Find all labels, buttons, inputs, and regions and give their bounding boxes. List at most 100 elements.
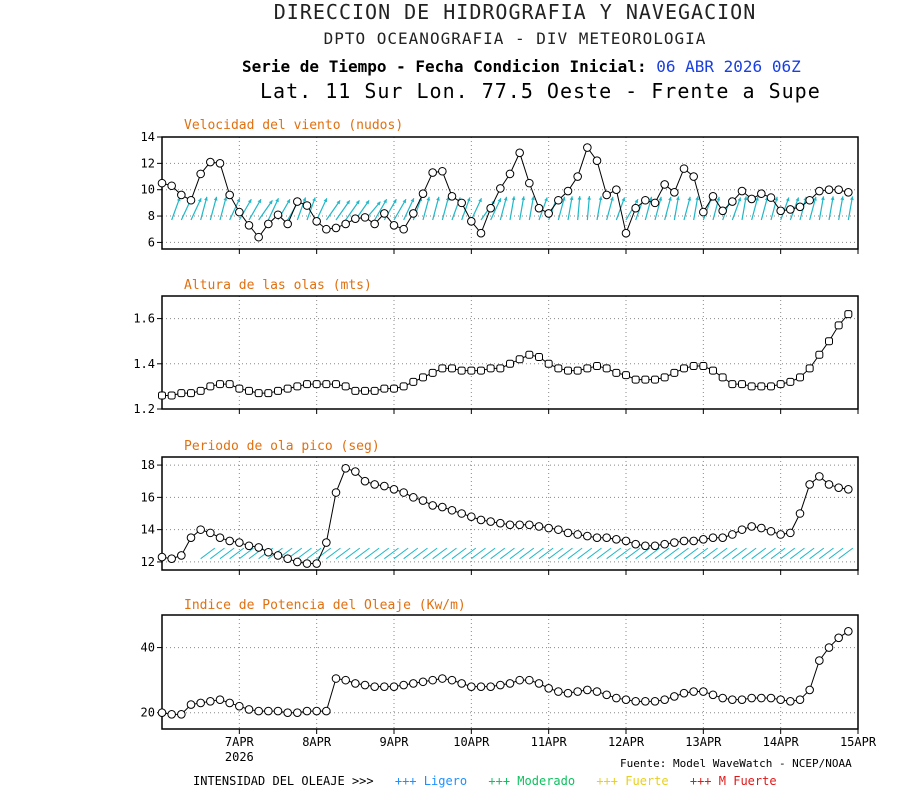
panel-frame — [161, 456, 859, 571]
wind-arrow-head — [795, 197, 800, 202]
swell-direction-mark — [239, 547, 254, 560]
swell-direction-mark — [635, 547, 651, 560]
swell-direction-mark — [819, 547, 834, 560]
data-point — [303, 380, 311, 389]
swell-direction-mark — [751, 547, 767, 560]
data-point — [380, 481, 389, 491]
data-point — [679, 164, 689, 173]
wind-arrow-head — [257, 199, 261, 204]
data-point — [322, 224, 331, 234]
source-note: Fuente: Model WaveWatch - NCEP/NOAA — [620, 757, 852, 770]
swell-direction-mark — [625, 547, 641, 560]
data-point — [718, 373, 727, 382]
data-point — [322, 380, 331, 389]
data-point — [747, 522, 756, 531]
wind-arrow-head — [830, 196, 835, 201]
wind-arrow-head — [383, 199, 387, 204]
swell-direction-mark — [442, 547, 457, 560]
data-point — [602, 364, 611, 373]
data-point — [244, 705, 254, 714]
data-point — [621, 695, 631, 704]
y-tick-label: 1.4 — [133, 357, 155, 371]
data-point — [651, 375, 659, 384]
data-point — [641, 195, 650, 205]
data-point — [786, 697, 795, 706]
x-tick-label: 15APR — [840, 735, 877, 749]
data-point — [815, 472, 824, 481]
data-point — [312, 706, 321, 716]
wind-arrow — [654, 196, 662, 221]
legend-text: Moderado — [517, 774, 576, 788]
data-point — [360, 213, 370, 222]
wind-arrow-head — [840, 196, 845, 201]
data-point — [699, 207, 708, 217]
wind-arrow — [470, 198, 483, 221]
data-point — [177, 190, 186, 200]
data-point — [515, 355, 524, 364]
wind-arrow — [490, 198, 502, 221]
swell-direction-mark — [335, 547, 351, 560]
swell-direction-mark — [519, 547, 535, 560]
data-point — [718, 206, 727, 216]
data-point — [535, 353, 543, 362]
data-point — [389, 220, 399, 230]
data-point — [399, 382, 408, 391]
data-point — [795, 695, 805, 704]
data-point — [274, 386, 282, 395]
wind-arrow-head — [850, 196, 854, 201]
legend-text: Fuerte — [625, 774, 669, 788]
wind-arrow — [693, 196, 699, 221]
wind-arrow-head — [521, 196, 526, 201]
data-point — [737, 186, 747, 196]
data-point — [505, 520, 515, 530]
data-point — [380, 682, 389, 691]
data-point — [757, 382, 766, 391]
data-point — [660, 539, 669, 549]
wind-arrow-head — [668, 196, 672, 201]
data-point — [157, 708, 167, 718]
data-point — [215, 533, 225, 543]
data-point — [708, 191, 718, 201]
wind-arrow-head — [268, 200, 273, 205]
page-title: DIRECCION DE HIDROGRAFIA Y NAVEGACION — [273, 0, 757, 24]
swell-direction-mark — [654, 547, 670, 560]
swell-direction-mark — [306, 547, 322, 560]
data-point — [467, 366, 476, 375]
swell-direction-mark — [355, 547, 370, 560]
data-point — [660, 373, 669, 382]
data-point — [380, 209, 389, 218]
data-point — [747, 194, 756, 204]
data-point — [563, 528, 573, 538]
data-point — [428, 675, 437, 685]
legend: INTENSIDAD DEL OLEAJE >>> +++ Ligero +++… — [193, 774, 777, 788]
wind-arrow — [171, 197, 181, 221]
data-point — [225, 536, 234, 546]
data-point — [815, 350, 824, 359]
data-point — [409, 377, 418, 386]
swell-direction-mark — [703, 547, 718, 560]
wind-arrow — [586, 196, 591, 221]
wind-arrow-head — [511, 196, 516, 201]
swell-direction-mark — [770, 547, 786, 560]
swell-direction-mark — [393, 547, 409, 560]
data-point — [815, 186, 824, 196]
data-point — [283, 554, 292, 564]
swell-direction-mark — [606, 547, 622, 560]
swell-direction-mark — [838, 547, 854, 560]
wind-arrow-head — [544, 197, 548, 202]
wind-arrow-head — [365, 200, 370, 205]
wind-arrow-head — [737, 197, 742, 202]
data-point — [206, 382, 215, 391]
data-point — [573, 172, 582, 181]
data-point — [457, 198, 466, 208]
swell-direction-mark — [384, 547, 399, 560]
data-point — [554, 687, 563, 696]
data-point — [216, 380, 224, 389]
data-point — [322, 538, 331, 547]
data-point — [496, 364, 505, 373]
data-point — [196, 169, 205, 179]
swell-direction-mark — [471, 547, 486, 560]
data-point — [824, 643, 834, 652]
data-point — [718, 533, 727, 543]
data-point — [592, 156, 602, 166]
